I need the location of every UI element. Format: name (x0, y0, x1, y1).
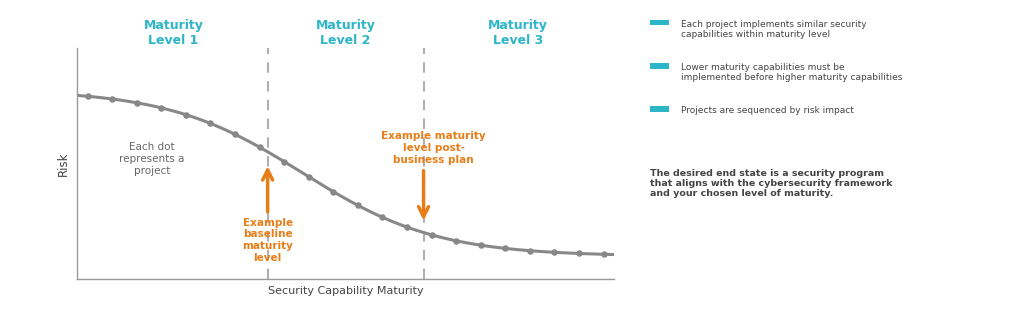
Y-axis label: Risk: Risk (57, 152, 70, 176)
Point (449, 238, 465, 243)
Bar (650, 63, 669, 69)
Text: The desired end state is a security program
that aligns with the cybersecurity f: The desired end state is a security prog… (650, 169, 893, 198)
Point (498, 246, 514, 251)
Text: Example
baseline
maturity
level: Example baseline maturity level (243, 218, 293, 263)
Point (129, 100, 145, 105)
Text: Each dot
represents a
project: Each dot represents a project (120, 143, 184, 176)
Text: Lower maturity capabilities must be
implemented before higher maturity capabilit: Lower maturity capabilities must be impl… (681, 63, 902, 82)
Point (521, 248, 539, 253)
Point (252, 145, 268, 150)
Point (276, 159, 293, 164)
Point (399, 225, 416, 230)
Point (375, 215, 391, 220)
Point (326, 189, 342, 194)
Point (301, 174, 317, 179)
Point (473, 243, 489, 248)
Text: Maturity
Level 1: Maturity Level 1 (143, 19, 204, 47)
Text: Maturity
Level 3: Maturity Level 3 (487, 19, 548, 47)
Point (595, 252, 611, 257)
Point (424, 232, 440, 238)
Point (104, 96, 121, 101)
Point (227, 132, 244, 137)
Text: Example maturity
level post-
business plan: Example maturity level post- business pl… (382, 131, 486, 165)
Point (178, 112, 195, 117)
X-axis label: Security Capability Maturity: Security Capability Maturity (268, 286, 423, 296)
Point (203, 121, 219, 126)
Bar (650, 20, 669, 25)
Point (571, 251, 588, 256)
Text: Each project implements similar security
capabilities within maturity level: Each project implements similar security… (681, 20, 866, 39)
Bar (650, 106, 669, 112)
Text: Projects are sequenced by risk impact: Projects are sequenced by risk impact (681, 106, 854, 115)
Point (350, 203, 367, 208)
Point (79, 94, 96, 99)
Text: Maturity
Level 2: Maturity Level 2 (315, 19, 376, 47)
Point (547, 250, 563, 255)
Point (154, 105, 170, 110)
